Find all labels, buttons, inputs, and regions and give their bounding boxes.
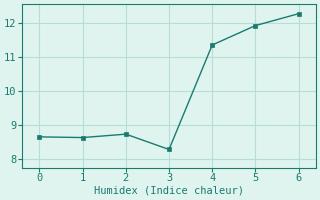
X-axis label: Humidex (Indice chaleur): Humidex (Indice chaleur) — [94, 186, 244, 196]
